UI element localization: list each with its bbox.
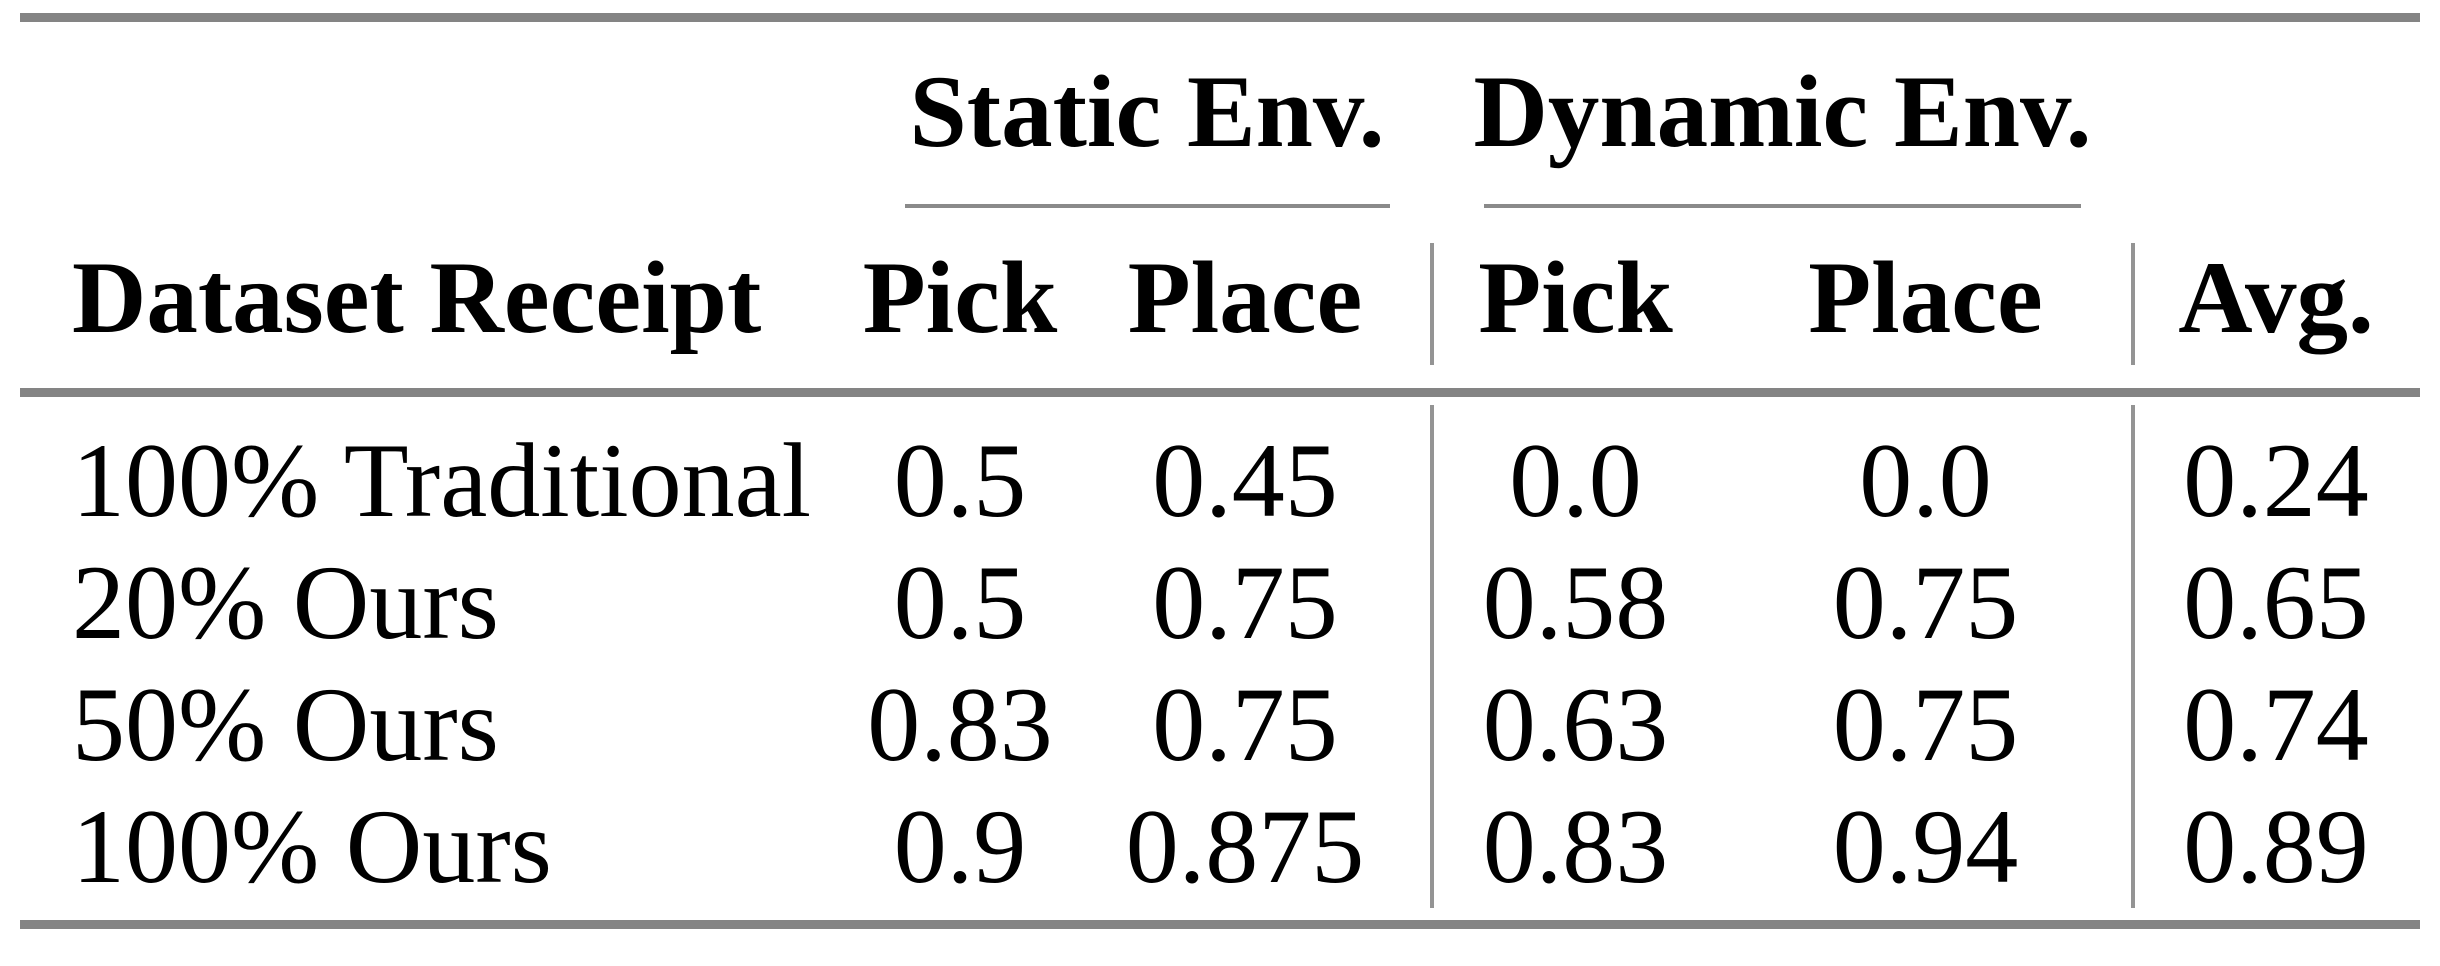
cell-static-place: 0.75: [1152, 666, 1338, 783]
cell-dynamic-place: 0.75: [1832, 544, 2019, 661]
cell-avg: 0.24: [2183, 422, 2369, 539]
header-separator-static-dynamic: [1430, 243, 1434, 365]
row-label: 50% Ours: [72, 666, 499, 783]
cell-dynamic-pick: 0.63: [1482, 666, 1669, 783]
cell-static-pick: 0.5: [893, 422, 1027, 539]
cell-dynamic-place: 0.0: [1859, 422, 1992, 539]
body-separator-static-dynamic: [1430, 405, 1434, 908]
cell-dynamic-place: 0.75: [1832, 666, 2019, 783]
table-row: 100% Ours 0.9 0.875 0.83 0.94 0.89: [20, 786, 2420, 908]
cell-avg: 0.89: [2183, 788, 2369, 905]
column-group-static-env: Static Env.: [909, 55, 1385, 169]
table-row: 20% Ours 0.5 0.75 0.58 0.75 0.65: [20, 542, 2420, 664]
table-mid-rule: [20, 388, 2420, 397]
dynamic-group-underline: [1484, 204, 2081, 208]
cell-static-pick: 0.9: [893, 788, 1027, 905]
cell-dynamic-pick: 0.0: [1509, 422, 1642, 539]
cell-static-pick: 0.5: [893, 544, 1027, 661]
column-group-dynamic-env: Dynamic Env.: [1473, 55, 2092, 169]
cell-static-place: 0.75: [1152, 544, 1338, 661]
table-bottom-rule: [20, 920, 2420, 929]
header-dynamic-pick: Pick: [1478, 240, 1673, 355]
cell-avg: 0.65: [2183, 544, 2369, 661]
cell-dynamic-pick: 0.58: [1482, 544, 1669, 661]
header-dynamic-place: Place: [1808, 240, 2043, 355]
table-top-rule: [20, 13, 2420, 22]
cell-static-place: 0.45: [1152, 422, 1338, 539]
header-avg: Avg.: [2178, 240, 2374, 355]
static-group-underline: [905, 204, 1390, 208]
table-body: 100% Traditional 0.5 0.45 0.0 0.0 0.24 2…: [0, 397, 2440, 908]
column-header-row: Dataset Receipt Pick Place Pick Place Av…: [20, 208, 2420, 388]
row-label: 100% Traditional: [72, 422, 812, 539]
cell-dynamic-place: 0.94: [1832, 788, 2019, 905]
table-row: 50% Ours 0.83 0.75 0.63 0.75 0.74: [20, 664, 2420, 786]
cell-avg: 0.74: [2183, 666, 2369, 783]
cell-dynamic-pick: 0.83: [1482, 788, 1669, 905]
table-row: 100% Traditional 0.5 0.45 0.0 0.0 0.24: [20, 420, 2420, 542]
row-label: 100% Ours: [72, 788, 552, 905]
header-separator-dynamic-avg: [2131, 243, 2135, 365]
cell-static-pick: 0.83: [867, 666, 1053, 783]
cell-static-place: 0.875: [1125, 788, 1365, 905]
body-separator-dynamic-avg: [2131, 405, 2135, 908]
header-dataset-receipt: Dataset Receipt: [72, 240, 762, 355]
header-static-pick: Pick: [862, 240, 1058, 355]
header-static-place: Place: [1127, 240, 1363, 355]
row-label: 20% Ours: [72, 544, 499, 661]
